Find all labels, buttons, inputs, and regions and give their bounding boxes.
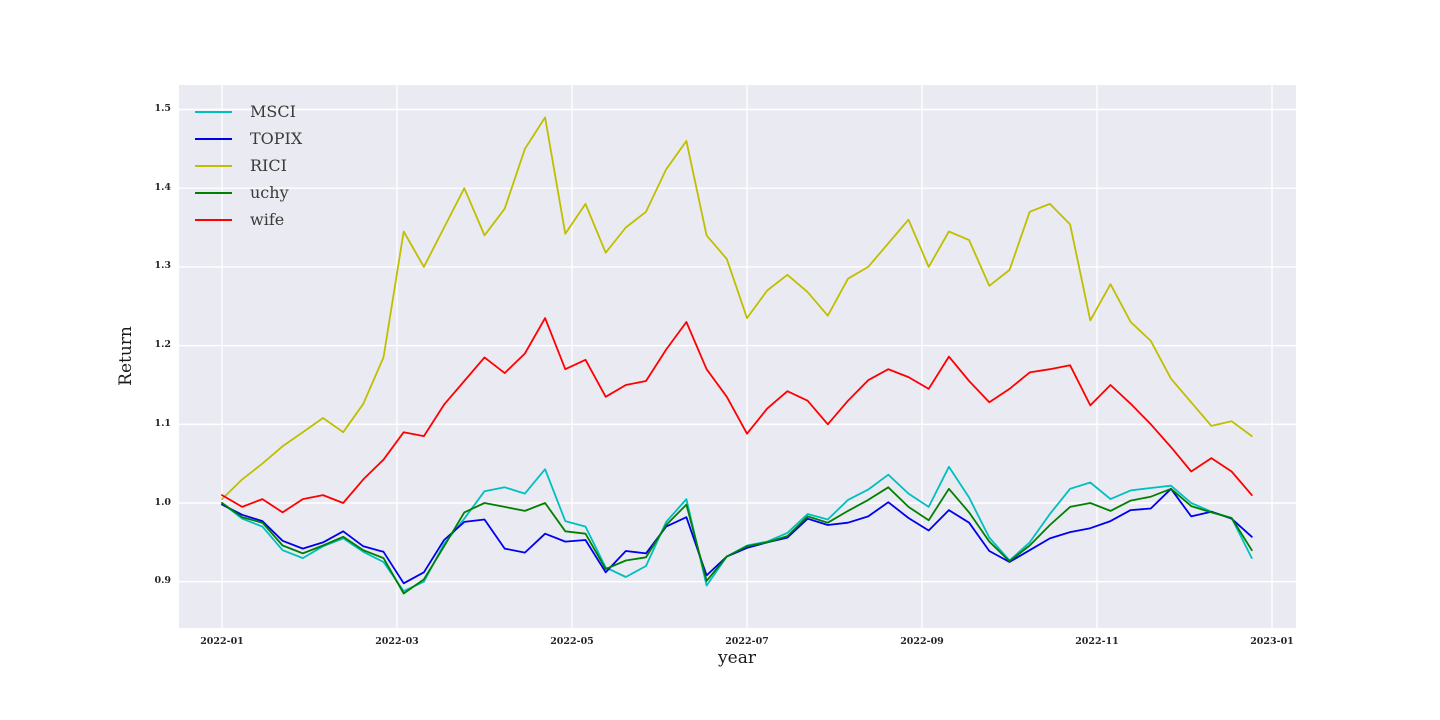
y-tick-label: 1.4 (154, 181, 171, 193)
legend-label-rici: RICI (250, 156, 287, 175)
series-line-rici (221, 116, 1253, 501)
y-tick-label: 0.9 (154, 575, 171, 587)
legend: MSCI TOPIX RICI uchy wife (195, 98, 302, 233)
x-tick-label: 2022-07 (725, 636, 769, 647)
x-tick-label: 2022-03 (375, 636, 419, 647)
y-tick-label: 1.3 (154, 260, 171, 272)
topix-line-swatch-icon (195, 137, 232, 140)
y-tick-label: 1.1 (154, 417, 171, 429)
legend-label-uchy: uchy (250, 183, 289, 202)
uchy-line-swatch-icon (195, 191, 232, 194)
x-tick-label: 2022-11 (1075, 636, 1119, 647)
msci-line-swatch-icon (195, 110, 232, 113)
legend-label-msci: MSCI (250, 102, 296, 121)
legend-label-topix: TOPIX (250, 129, 303, 148)
y-tick-label: 1.0 (154, 496, 171, 508)
x-tick-label: 2022-05 (550, 636, 594, 647)
y-tick-label: 1.5 (154, 103, 171, 114)
plot-area (179, 85, 1296, 628)
y-tick-label: 1.2 (154, 339, 171, 351)
legend-item-msci: MSCI (195, 98, 302, 125)
series-line-wife (221, 317, 1253, 514)
x-tick-label: 2022-09 (900, 636, 944, 647)
wife-line-swatch-icon (195, 218, 232, 221)
legend-label-wife: wife (250, 210, 285, 229)
rici-line-swatch-icon (195, 164, 232, 167)
x-tick-label: 2023-01 (1250, 636, 1294, 647)
x-tick-label: 2022-01 (200, 636, 244, 647)
series-line-uchy (221, 486, 1253, 595)
legend-item-uchy: uchy (195, 179, 302, 206)
legend-item-rici: RICI (195, 152, 302, 179)
legend-item-wife: wife (195, 206, 302, 233)
y-axis-label: Return (116, 326, 136, 386)
x-axis-label: year (718, 648, 756, 668)
legend-item-topix: TOPIX (195, 125, 302, 152)
